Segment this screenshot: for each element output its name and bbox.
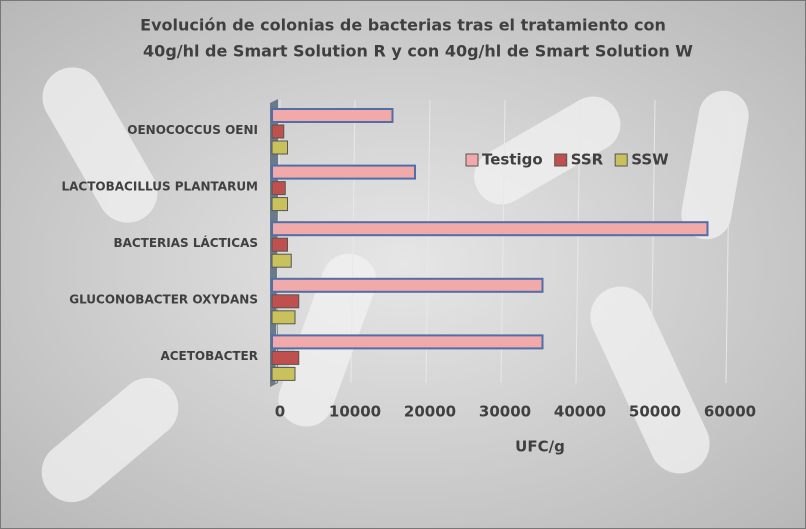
legend-label: SSW — [631, 151, 669, 169]
bar — [272, 198, 288, 211]
bar — [272, 222, 708, 235]
x-tick-label: 20000 — [404, 403, 456, 421]
y-tick-label: GLUCONOBACTER OXYDANS — [69, 293, 258, 307]
bar — [272, 109, 393, 122]
legend-swatch — [615, 154, 627, 166]
bar — [272, 335, 543, 348]
bar — [272, 125, 284, 138]
legend-swatch — [466, 154, 478, 166]
bar — [272, 166, 415, 179]
x-tick-label: 0 — [275, 403, 285, 421]
bar — [272, 254, 291, 267]
bar — [272, 141, 288, 154]
bar — [272, 238, 288, 251]
chart-title: Evolución de colonias de bacterias tras … — [140, 16, 666, 35]
bar — [272, 351, 299, 364]
y-tick-label: BACTERIAS LÁCTICAS — [113, 235, 258, 250]
legend-label: Testigo — [482, 151, 543, 169]
bar — [272, 311, 295, 324]
chart-title: 40g/hl de Smart Solution R y con 40g/hl … — [143, 42, 693, 61]
bar — [272, 295, 299, 308]
x-tick-label: 50000 — [629, 403, 681, 421]
bar — [272, 182, 285, 195]
y-tick-label: OENOCOCCUS OENI — [127, 123, 258, 137]
y-tick-label: ACETOBACTER — [160, 349, 258, 363]
x-tick-label: 10000 — [329, 403, 381, 421]
x-tick-label: 60000 — [704, 403, 756, 421]
bar — [272, 279, 543, 292]
legend-swatch — [555, 154, 567, 166]
y-tick-label: LACTOBACILLUS PLANTARUM — [62, 179, 259, 193]
x-tick-label: 40000 — [554, 403, 606, 421]
legend-label: SSR — [571, 151, 604, 169]
chart: Evolución de colonias de bacterias tras … — [0, 0, 806, 529]
x-tick-label: 30000 — [479, 403, 531, 421]
bar — [272, 367, 295, 380]
x-axis-title: UFC/g — [515, 438, 565, 456]
